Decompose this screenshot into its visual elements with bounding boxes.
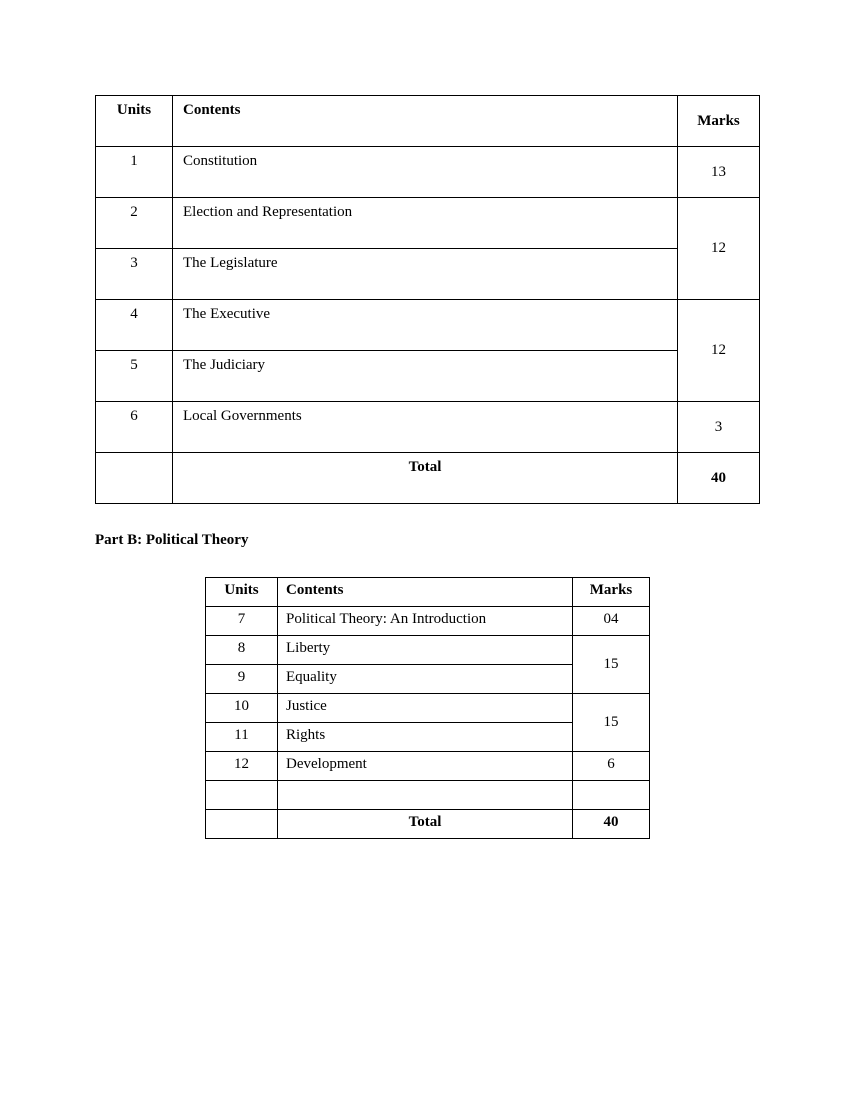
- cell-content: Rights: [278, 723, 573, 752]
- table-part-a: Units Contents Marks 1 Constitution 13 2…: [95, 95, 760, 504]
- cell-unit: 6: [96, 402, 173, 453]
- table-empty-row: [206, 781, 650, 810]
- table-header-row: Units Contents Marks: [206, 578, 650, 607]
- cell-content: Liberty: [278, 636, 573, 665]
- cell-content: The Executive: [173, 300, 678, 351]
- col-header-contents: Contents: [173, 96, 678, 147]
- table-row: 8 Liberty 15: [206, 636, 650, 665]
- cell-unit: 8: [206, 636, 278, 665]
- cell-marks: 15: [573, 694, 650, 752]
- cell-unit: 12: [206, 752, 278, 781]
- table-row: 5 The Judiciary: [96, 351, 760, 402]
- table-row: 1 Constitution 13: [96, 147, 760, 198]
- table-part-b: Units Contents Marks 7 Political Theory:…: [205, 577, 650, 839]
- cell-unit: 5: [96, 351, 173, 402]
- cell-content: The Judiciary: [173, 351, 678, 402]
- table-row: 7 Political Theory: An Introduction 04: [206, 607, 650, 636]
- table-row: 10 Justice 15: [206, 694, 650, 723]
- cell-unit: 2: [96, 198, 173, 249]
- cell-marks: 15: [573, 636, 650, 694]
- cell-unit: 4: [96, 300, 173, 351]
- cell-marks: 12: [678, 300, 760, 402]
- table-row: 6 Local Governments 3: [96, 402, 760, 453]
- cell-content: Justice: [278, 694, 573, 723]
- cell-content: Development: [278, 752, 573, 781]
- cell-marks: 6: [573, 752, 650, 781]
- cell-unit: 3: [96, 249, 173, 300]
- table-header-row: Units Contents Marks: [96, 96, 760, 147]
- col-header-contents: Contents: [278, 578, 573, 607]
- cell-content: Constitution: [173, 147, 678, 198]
- cell-marks: 13: [678, 147, 760, 198]
- cell-unit: 1: [96, 147, 173, 198]
- col-header-marks: Marks: [678, 96, 760, 147]
- cell-marks: 12: [678, 198, 760, 300]
- table-row: 3 The Legislature: [96, 249, 760, 300]
- cell-content: Election and Representation: [173, 198, 678, 249]
- cell-total-value: 40: [678, 453, 760, 504]
- table-total-row: Total 40: [206, 810, 650, 839]
- cell-unit: 10: [206, 694, 278, 723]
- cell-empty: [206, 810, 278, 839]
- section-heading-part-b: Part B: Political Theory: [95, 532, 760, 549]
- col-header-units: Units: [206, 578, 278, 607]
- cell-total-value: 40: [573, 810, 650, 839]
- col-header-marks: Marks: [573, 578, 650, 607]
- table-row: 12 Development 6: [206, 752, 650, 781]
- cell-marks: 3: [678, 402, 760, 453]
- cell-total-label: Total: [278, 810, 573, 839]
- cell-content: Political Theory: An Introduction: [278, 607, 573, 636]
- cell-content: Equality: [278, 665, 573, 694]
- table-row: 2 Election and Representation 12: [96, 198, 760, 249]
- cell-total-label: Total: [173, 453, 678, 504]
- cell-empty: [278, 781, 573, 810]
- col-header-units: Units: [96, 96, 173, 147]
- table-row: 4 The Executive 12: [96, 300, 760, 351]
- cell-empty: [206, 781, 278, 810]
- cell-unit: 11: [206, 723, 278, 752]
- cell-empty: [573, 781, 650, 810]
- table-total-row: Total 40: [96, 453, 760, 504]
- cell-empty: [96, 453, 173, 504]
- cell-unit: 7: [206, 607, 278, 636]
- cell-content: The Legislature: [173, 249, 678, 300]
- cell-marks: 04: [573, 607, 650, 636]
- cell-unit: 9: [206, 665, 278, 694]
- cell-content: Local Governments: [173, 402, 678, 453]
